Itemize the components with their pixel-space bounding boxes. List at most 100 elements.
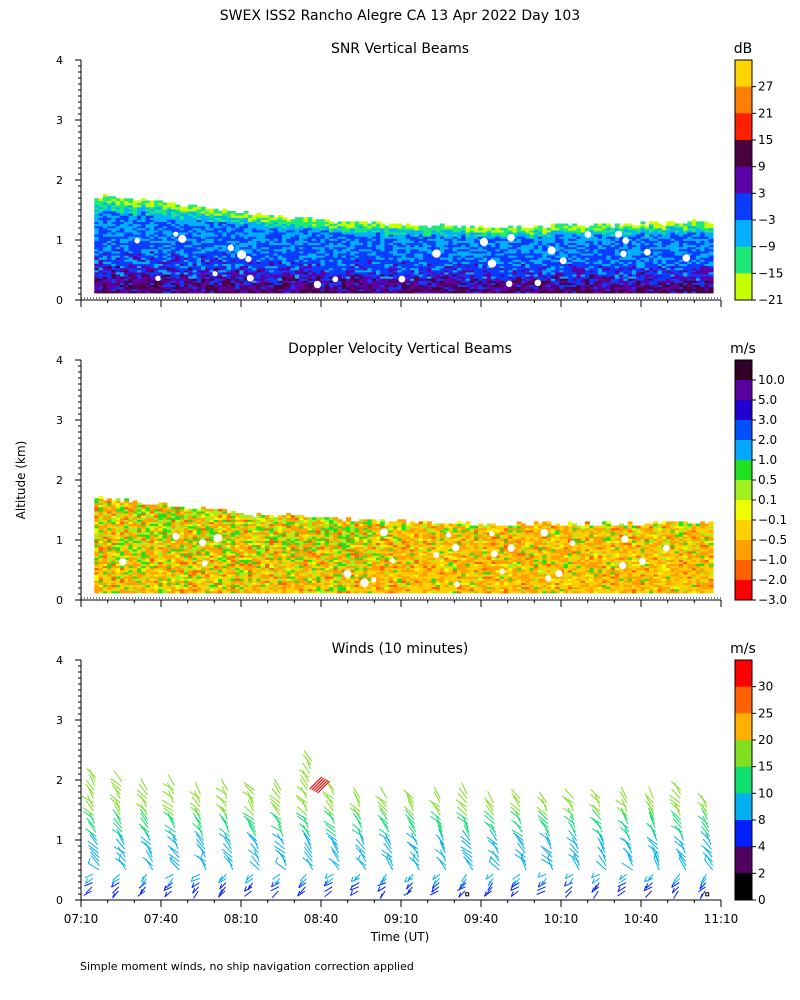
heatmap-cell xyxy=(678,246,684,250)
heatmap-cell xyxy=(260,246,266,250)
heatmap-cell xyxy=(209,221,215,225)
heatmap-cell xyxy=(115,227,121,231)
heatmap-cell xyxy=(299,246,304,250)
heatmap-cell xyxy=(397,244,403,248)
heatmap-cell xyxy=(188,238,194,241)
heatmap-cell xyxy=(286,263,292,267)
heatmap-cell xyxy=(495,227,501,231)
heatmap-cell xyxy=(346,269,351,273)
heatmap-cell xyxy=(375,265,381,269)
heatmap-cell xyxy=(439,234,445,237)
heatmap-cell xyxy=(435,278,441,281)
heatmap-cell xyxy=(631,236,637,239)
heatmap-cell xyxy=(111,196,117,199)
heatmap-cell xyxy=(350,234,356,237)
heatmap-cell xyxy=(461,229,467,233)
heatmap-cell xyxy=(405,231,411,235)
heatmap-cell xyxy=(320,284,326,288)
heatmap-cell xyxy=(209,246,215,250)
heatmap-cell xyxy=(427,234,432,237)
heatmap-cell xyxy=(512,261,518,264)
heatmap-cell xyxy=(363,261,368,264)
heatmap-cell xyxy=(657,282,663,285)
heatmap-cell xyxy=(610,242,616,246)
heatmap-cell xyxy=(422,261,428,264)
heatmap-cell xyxy=(388,223,394,227)
heatmap-cell xyxy=(256,236,262,239)
heatmap-cell xyxy=(320,257,326,260)
heatmap-cell xyxy=(333,290,339,294)
heatmap-cell xyxy=(256,259,262,262)
heatmap-cell xyxy=(384,242,390,246)
heatmap-cell xyxy=(666,229,671,233)
heatmap-cell xyxy=(661,248,667,252)
heatmap-cell xyxy=(213,238,219,241)
heatmap-cell xyxy=(546,242,552,246)
heatmap-cell xyxy=(393,276,398,279)
heatmap-cell xyxy=(111,286,117,290)
heatmap-cell xyxy=(341,261,347,264)
heatmap-cell xyxy=(512,282,518,285)
heatmap-cell xyxy=(666,246,671,250)
heatmap-cell xyxy=(593,282,599,285)
heatmap-cell xyxy=(576,267,582,271)
heatmap-cell xyxy=(525,267,531,271)
heatmap-cell xyxy=(627,271,633,275)
heatmap-cell xyxy=(418,282,424,285)
heatmap-cell xyxy=(337,257,343,260)
heatmap-cell xyxy=(94,286,100,290)
heatmap-cell xyxy=(329,276,334,279)
heatmap-cell xyxy=(341,238,347,241)
heatmap-cell xyxy=(294,255,300,258)
heatmap-cell xyxy=(141,286,147,290)
heatmap-cell xyxy=(132,225,138,229)
heatmap-cell xyxy=(124,219,130,222)
heatmap-cell xyxy=(542,229,548,233)
heatmap-cell xyxy=(247,261,253,264)
heatmap-cell xyxy=(115,198,121,201)
heatmap-cell xyxy=(128,223,134,227)
heatmap-cell xyxy=(401,234,407,237)
heatmap-cell xyxy=(235,219,240,222)
heatmap-cell xyxy=(427,252,432,256)
heatmap-cell xyxy=(115,255,121,258)
heatmap-cell xyxy=(154,246,159,250)
heatmap-cell xyxy=(320,288,326,292)
heatmap-cell xyxy=(414,280,420,283)
heatmap-cell xyxy=(614,284,620,288)
heatmap-cell xyxy=(316,267,322,271)
heatmap-cell xyxy=(124,282,130,285)
heatmap-cell xyxy=(218,271,223,275)
heatmap-cell xyxy=(623,288,629,292)
heatmap-cell xyxy=(678,229,684,233)
heatmap-cell xyxy=(375,271,381,275)
heatmap-cell xyxy=(115,236,121,239)
heatmap-cell xyxy=(597,276,603,279)
heatmap-cell xyxy=(439,271,445,275)
heatmap-cell xyxy=(171,257,176,260)
heatmap-cell xyxy=(521,229,526,233)
heatmap-cell xyxy=(350,288,356,292)
heatmap-cell xyxy=(94,238,100,241)
heatmap-cell xyxy=(299,273,304,277)
heatmap-cell xyxy=(196,284,202,288)
heatmap-cell xyxy=(512,227,518,231)
heatmap-cell xyxy=(141,210,147,214)
heatmap-cell xyxy=(175,259,181,262)
heatmap-cell xyxy=(124,246,130,250)
heatmap-cell xyxy=(678,227,684,231)
heatmap-cell xyxy=(542,240,548,243)
heatmap-cell xyxy=(371,284,377,288)
heatmap-cell xyxy=(188,255,194,258)
heatmap-cell xyxy=(371,244,377,248)
heatmap-cell xyxy=(478,257,484,260)
heatmap-cell xyxy=(388,269,394,273)
heatmap-cell xyxy=(209,269,215,273)
heatmap-cell xyxy=(674,271,680,275)
heatmap-cell xyxy=(666,240,671,243)
heatmap-cell xyxy=(388,227,394,231)
heatmap-cell xyxy=(508,286,514,290)
heatmap-cell xyxy=(102,227,108,231)
heatmap-cell xyxy=(341,284,347,288)
heatmap-cell xyxy=(247,284,253,288)
